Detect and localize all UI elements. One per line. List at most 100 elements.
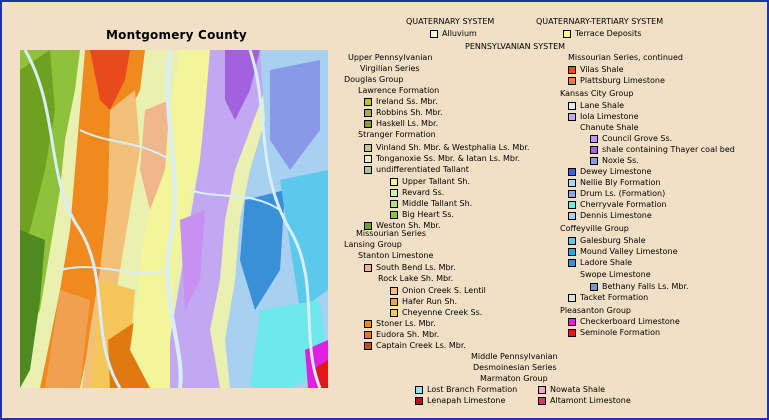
swatch-middle-tallant (390, 200, 398, 208)
swatch-vinland (364, 144, 372, 152)
legend-item-ladore: Ladore Shale (568, 258, 632, 268)
legend-label-terrace: Terrace Deposits (575, 29, 642, 38)
legend-label-noxie: Noxie Ss. (602, 156, 639, 165)
map-tributary-3 (189, 189, 281, 211)
swatch-revard (390, 189, 398, 197)
legend-label-undiff-tallant: undifferentiated Tallant (376, 165, 469, 174)
swatch-captain-creek (364, 342, 372, 350)
legend-item-big-heart: Big Heart Ss. (390, 210, 454, 220)
swatch-seminole (568, 329, 576, 337)
legend-label-dewey: Dewey Limestone (580, 167, 652, 176)
legend-item-council-grove: Council Grove Ss. (590, 134, 672, 144)
label-douglas-group: Douglas Group (344, 75, 404, 84)
legend-label-alluvium: Alluvium (442, 29, 477, 38)
swatch-mound-valley (568, 248, 576, 256)
legend-label-drum: Drum Ls. (Formation) (580, 189, 666, 198)
swatch-lenapah (415, 397, 423, 405)
map-hafer-run-zone (45, 290, 90, 388)
legend-label-vilas: Vilas Shale (580, 65, 624, 74)
swatch-ireland (364, 98, 372, 106)
legend-label-checkerboard: Checkerboard Limestone (580, 317, 680, 326)
swatch-terrace (563, 30, 571, 38)
swatch-robbins (364, 109, 372, 117)
legend-item-vinland: Vinland Sh. Mbr. & Westphalia Ls. Mbr. (364, 143, 529, 153)
legend-label-iola: Iola Limestone (580, 112, 639, 121)
label-lawrence-formation: Lawrence Formation (358, 86, 440, 95)
legend-item-plattsburg: Plattsburg Limestone (568, 76, 665, 86)
label-missourian-series: Missourian Series (356, 229, 427, 238)
legend-label-thayer: shale containing Thayer coal bed (602, 145, 735, 154)
swatch-tacket (568, 294, 576, 302)
legend-label-galesburg: Galesburg Shale (580, 236, 646, 245)
map-tributary-2 (59, 266, 171, 274)
map-river-east (248, 50, 322, 388)
legend-item-thayer: shale containing Thayer coal bed (590, 145, 735, 155)
swatch-plattsburg (568, 77, 576, 85)
label-stranger-formation: Stranger Formation (358, 130, 436, 139)
legend-item-dennis: Dennis Limestone (568, 211, 652, 221)
map-thayer-zone (225, 50, 260, 120)
label-kansas-city-group: Kansas City Group (560, 89, 634, 98)
legend-label-mound-valley: Mound Valley Limestone (580, 247, 678, 256)
swatch-dewey (568, 168, 576, 176)
map-river-west (23, 50, 122, 388)
legend-label-plattsburg: Plattsburg Limestone (580, 76, 665, 85)
legend-label-nellie-bly: Nellie Bly Formation (580, 178, 661, 187)
legend-item-tonganoxie: Tonganoxie Ss. Mbr. & Iatan Ls. Mbr. (364, 154, 520, 164)
swatch-cherryvale (568, 201, 576, 209)
legend-item-iola: Iola Limestone (568, 112, 639, 122)
map-iola-zone (170, 50, 270, 388)
legend-label-ireland: Ireland Ss. Mbr. (376, 97, 438, 106)
legend-label-hafer-run: Hafer Run Sh. (402, 297, 458, 306)
swatch-lane (568, 102, 576, 110)
legend-label-tacket: Tacket Formation (580, 293, 649, 302)
swatch-hafer-run (390, 298, 398, 306)
legend-item-revard: Revard Ss. (390, 188, 444, 198)
header-pennsylvanian: PENNSYLVANIAN SYSTEM (465, 42, 566, 51)
legend-label-eudora: Eudora Sh. Mbr. (376, 330, 440, 339)
legend-item-haskell: Haskell Ls. Mbr. (364, 119, 438, 129)
legend-label-big-heart: Big Heart Ss. (402, 210, 454, 219)
legend-label-lane: Lane Shale (580, 101, 625, 110)
label-pleasanton-group: Pleasanton Group (560, 306, 632, 315)
legend-item-lenapah: Lenapah Limestone (415, 396, 505, 406)
legend-label-vinland: Vinland Sh. Mbr. & Westphalia Ls. Mbr. (376, 143, 530, 152)
county-title: Montgomery County (106, 28, 247, 42)
legend-label-bethany-falls: Bethany Falls Ls. Mbr. (602, 282, 689, 291)
legend-label-council-grove: Council Grove Ss. (602, 134, 673, 143)
legend-item-ireland: Ireland Ss. Mbr. (364, 97, 438, 107)
legend-label-cherryvale: Cherryvale Formation (580, 200, 667, 209)
label-desmoinesian-series: Desmoinesian Series (473, 363, 557, 372)
legend-item-onion-creek: Onion Creek S. Lentil (390, 286, 486, 296)
map-south-bend-zone (140, 100, 170, 210)
legend-item-terrace: Terrace Deposits (563, 29, 641, 39)
legend-label-upper-tallant: Upper Tallant Sh. (402, 177, 471, 186)
swatch-alluvium (430, 30, 438, 38)
swatch-weston (364, 222, 372, 230)
legend-label-ladore: Ladore Shale (580, 258, 633, 267)
legend-item-drum: Drum Ls. (Formation) (568, 189, 665, 199)
legend-item-galesburg: Galesburg Shale (568, 236, 646, 246)
legend-label-middle-tallant: Middle Tallant Sh. (402, 199, 473, 208)
legend-item-nowata: Nowata Shale (538, 385, 605, 395)
swatch-upper-tallant (390, 178, 398, 186)
legend-label-onion-creek: Onion Creek S. Lentil (402, 286, 486, 295)
legend-item-checkerboard: Checkerboard Limestone (568, 317, 680, 327)
swatch-checkerboard (568, 318, 576, 326)
legend-item-stoner: Stoner Ls. Mbr. (364, 319, 436, 329)
swatch-drum (568, 190, 576, 198)
legend-item-lane: Lane Shale (568, 101, 624, 111)
swatch-altamont (538, 397, 546, 405)
legend-item-cheyenne-creek: Cheyenne Creek Ss. (390, 308, 482, 318)
swatch-nellie-bly (568, 179, 576, 187)
swatch-lost-branch (415, 386, 423, 394)
label-missourian-cont: Missourian Series, continued (568, 53, 684, 62)
legend-label-captain-creek: Captain Creek Ls. Mbr. (376, 341, 466, 350)
legend-item-mound-valley: Mound Valley Limestone (568, 247, 678, 257)
label-rock-lake-sh: Rock Lake Sh. Mbr. (378, 274, 454, 283)
map-vilas-zone (90, 50, 130, 110)
label-middle-pennsylvanian: Middle Pennsylvanian (471, 352, 558, 361)
legend-label-weston: Weston Sh. Mbr. (376, 221, 441, 230)
legend-label-altamont: Altamont Limestone (550, 396, 631, 405)
